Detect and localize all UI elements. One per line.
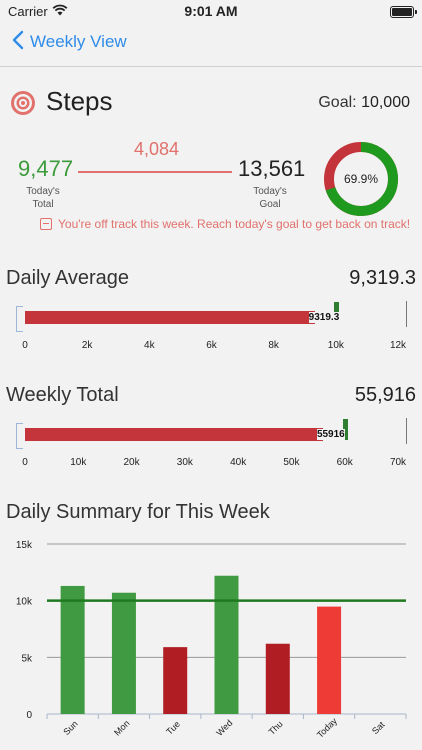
bar-today bbox=[317, 606, 342, 714]
weekly-total-tick-label: 0 bbox=[22, 457, 28, 468]
goal-value: 10,000 bbox=[361, 94, 410, 111]
warning-text: You're off track this week. Reach today'… bbox=[58, 217, 411, 231]
y-tick-label: 5k bbox=[21, 653, 33, 664]
today-goal-value: 13,561 bbox=[238, 156, 306, 181]
x-tick-label: Today bbox=[315, 716, 339, 740]
today-total-label: Today's Total bbox=[26, 186, 60, 210]
status-bar: Carrier 9:01 AM bbox=[0, 0, 422, 22]
donut-progress bbox=[324, 142, 398, 216]
nav-divider bbox=[0, 66, 422, 67]
x-tick-label: Tue bbox=[164, 719, 182, 737]
difference-line bbox=[78, 171, 232, 173]
weekly-total-tick-label: 40k bbox=[230, 457, 247, 468]
carrier-label: Carrier bbox=[8, 4, 48, 19]
weekly-total-tick-label: 10k bbox=[70, 457, 87, 468]
daily-average-bar-label: 9319.3 bbox=[308, 312, 340, 323]
weekly-total-tick-label: 50k bbox=[283, 457, 300, 468]
weekly-total-tick-label: 20k bbox=[123, 457, 140, 468]
y-tick-label: 0 bbox=[26, 710, 32, 721]
battery-icon bbox=[390, 6, 417, 18]
bar-sun bbox=[60, 585, 85, 714]
daily-average-bracket bbox=[16, 306, 23, 332]
daily-average-tick-label: 6k bbox=[206, 340, 217, 351]
daily-average-tick-label: 8k bbox=[268, 340, 279, 351]
clock: 9:01 AM bbox=[184, 3, 238, 19]
bar-wed bbox=[214, 575, 239, 714]
x-tick-label: Sun bbox=[61, 719, 79, 737]
steps-title: Steps bbox=[46, 86, 113, 116]
weekly-total-title: Weekly Total bbox=[6, 384, 119, 406]
daily-average-tick-label: 0 bbox=[22, 340, 28, 351]
x-tick-label: Wed bbox=[214, 718, 234, 738]
y-tick-label: 10k bbox=[16, 597, 33, 608]
weekly-total-target-marker bbox=[342, 419, 348, 440]
today-total-value: 9,477 bbox=[18, 156, 74, 181]
weekly-total-tick-label: 70k bbox=[389, 457, 407, 468]
weekly-total-tick-label: 60k bbox=[336, 457, 353, 468]
wifi-icon bbox=[52, 4, 68, 19]
bar-mon bbox=[111, 592, 136, 714]
chevron-left-icon bbox=[12, 30, 24, 53]
x-tick-label: Thu bbox=[267, 719, 285, 737]
x-tick-label: Sat bbox=[370, 719, 387, 736]
daily-average-title: Daily Average bbox=[6, 267, 130, 289]
off-track-warning: You're off track this week. Reach today'… bbox=[40, 217, 410, 231]
back-button[interactable]: Weekly View bbox=[12, 30, 127, 53]
minus-box-icon bbox=[40, 218, 52, 230]
daily-summary-title: Daily Summary for This Week bbox=[6, 501, 270, 523]
weekly-total-tick-label: 30k bbox=[176, 457, 193, 468]
daily-average-bar bbox=[25, 311, 315, 324]
goal-label: Goal: 10,000 bbox=[318, 94, 410, 112]
weekly-total-bar bbox=[25, 428, 323, 441]
difference-value: 4,084 bbox=[134, 139, 180, 159]
target-icon bbox=[10, 90, 36, 121]
weekly-total-chart: 55916 0 10k 20k 30k 40k 50k 60k 70k bbox=[0, 415, 422, 475]
x-tick-label: Mon bbox=[112, 718, 131, 737]
bar-tue bbox=[163, 647, 188, 714]
daily-average-axis-end bbox=[406, 301, 407, 327]
weekly-total-value: 55,916 bbox=[354, 384, 416, 406]
donut-percent-label: 69.9% bbox=[344, 172, 378, 186]
daily-average-tick-label: 10k bbox=[327, 340, 344, 351]
y-tick-label: 15k bbox=[16, 540, 33, 551]
daily-average-tick-label: 12k bbox=[389, 340, 407, 351]
progress-donut: 69.9% bbox=[324, 142, 398, 221]
weekly-total-bar-label: 55916 bbox=[316, 429, 345, 440]
daily-average-tick-label: 4k bbox=[144, 340, 155, 351]
daily-average-tick-label: 2k bbox=[81, 340, 93, 351]
bar-thu bbox=[265, 643, 290, 714]
daily-average-value: 9,319.3 bbox=[349, 267, 416, 289]
goal-label-text: Goal: bbox=[318, 94, 357, 111]
daily-summary-chart: 0 5k 10k 15k Sun Mon Tue Wed Thu Today Sat bbox=[16, 540, 407, 740]
weekly-total-bracket bbox=[16, 423, 23, 449]
daily-average-chart: 9319.3 0 2k 4k 6k 8k 10k 12k bbox=[0, 298, 422, 358]
today-goal-label: Today's Goal bbox=[253, 186, 287, 210]
weekly-total-axis-end bbox=[406, 418, 407, 444]
back-button-label: Weekly View bbox=[30, 31, 127, 51]
